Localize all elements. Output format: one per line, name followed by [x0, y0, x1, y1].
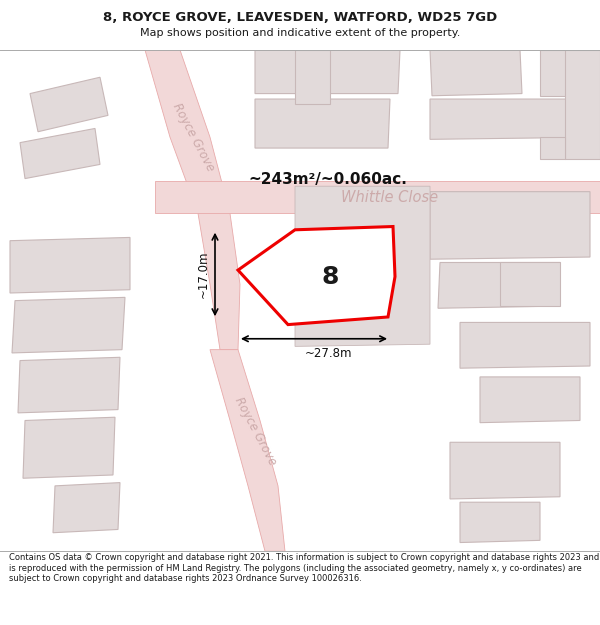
- Polygon shape: [255, 50, 400, 94]
- Text: ~27.8m: ~27.8m: [305, 348, 353, 361]
- Polygon shape: [10, 238, 130, 293]
- Polygon shape: [565, 50, 600, 159]
- Polygon shape: [295, 186, 430, 346]
- Polygon shape: [438, 262, 560, 308]
- Polygon shape: [145, 50, 240, 349]
- Text: Whittle Close: Whittle Close: [341, 189, 439, 204]
- Polygon shape: [430, 99, 600, 139]
- Polygon shape: [12, 298, 125, 353]
- Text: Royce Grove: Royce Grove: [232, 395, 278, 468]
- Polygon shape: [430, 192, 590, 259]
- Text: Royce Grove: Royce Grove: [170, 101, 217, 174]
- Polygon shape: [20, 129, 100, 179]
- Polygon shape: [480, 377, 580, 423]
- Text: 8: 8: [322, 264, 338, 289]
- Polygon shape: [238, 226, 395, 324]
- Polygon shape: [155, 181, 600, 214]
- Polygon shape: [18, 357, 120, 413]
- Text: 8, ROYCE GROVE, LEAVESDEN, WATFORD, WD25 7GD: 8, ROYCE GROVE, LEAVESDEN, WATFORD, WD25…: [103, 11, 497, 24]
- Polygon shape: [210, 349, 285, 551]
- Polygon shape: [500, 262, 560, 306]
- Polygon shape: [30, 78, 108, 132]
- Polygon shape: [430, 50, 522, 96]
- Text: ~17.0m: ~17.0m: [197, 251, 210, 298]
- Polygon shape: [540, 137, 565, 159]
- Polygon shape: [450, 442, 560, 499]
- Polygon shape: [540, 50, 600, 96]
- Polygon shape: [255, 99, 390, 148]
- Polygon shape: [23, 418, 115, 478]
- Polygon shape: [460, 503, 540, 542]
- Polygon shape: [295, 50, 330, 104]
- Text: Map shows position and indicative extent of the property.: Map shows position and indicative extent…: [140, 28, 460, 38]
- Text: ~243m²/~0.060ac.: ~243m²/~0.060ac.: [248, 172, 407, 187]
- Text: Contains OS data © Crown copyright and database right 2021. This information is : Contains OS data © Crown copyright and d…: [9, 554, 599, 583]
- Polygon shape: [460, 322, 590, 368]
- Polygon shape: [53, 482, 120, 532]
